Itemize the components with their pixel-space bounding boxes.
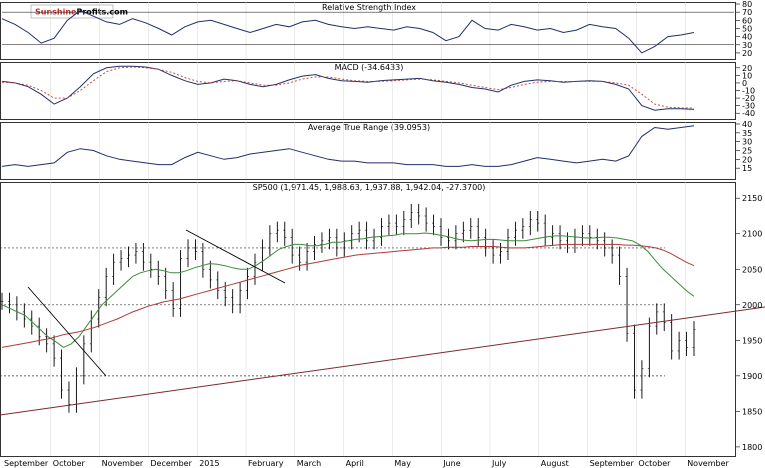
atr-title: Average True Range (39.0953) (308, 123, 430, 132)
y-tick-label: 20 (742, 64, 752, 73)
y-tick-label: 1950 (742, 336, 762, 345)
month-label: May (394, 459, 411, 468)
indicator-series-1-0 (1, 65, 695, 111)
y-tick-label: -30 (742, 102, 755, 111)
y-tick-label: 40 (742, 33, 752, 42)
y-tick-label: 20 (742, 49, 752, 58)
y-tick-label: 2150 (742, 194, 762, 203)
month-label: November (687, 459, 729, 468)
y-tick-label: 2000 (742, 301, 762, 310)
price-panel (0, 182, 736, 457)
month-label: September (590, 459, 635, 468)
y-tick-label: 30 (742, 138, 752, 147)
y-tick-label: 30 (742, 41, 752, 50)
indicator-series-2-0 (1, 125, 695, 167)
y-tick-label: 60 (742, 16, 752, 25)
atr-panel (0, 122, 736, 180)
month-label: March (297, 459, 321, 468)
macd-panel (0, 62, 736, 120)
month-label: June (442, 459, 461, 468)
y-tick-label: 0 (742, 79, 747, 88)
y-tick-label: -10 (742, 87, 755, 96)
y-tick-label: 20 (742, 155, 752, 164)
month-label: August (541, 459, 569, 468)
moving-average-50 (1, 232, 695, 348)
month-label: December (150, 459, 192, 468)
downtrend-line-oct (27, 286, 107, 377)
month-label: 2015 (199, 459, 219, 468)
month-label: April (346, 459, 364, 468)
y-tick-label: 35 (742, 129, 752, 138)
long-term-trend-line (0, 306, 765, 416)
y-tick-label: 15 (742, 164, 752, 173)
month-label: July (491, 459, 507, 468)
y-tick-label: 25 (742, 147, 752, 156)
y-tick-label: 1850 (742, 407, 762, 416)
month-label: November (102, 459, 144, 468)
indicator-series-1-1 (1, 66, 694, 109)
y-tick-label: 10 (742, 71, 752, 80)
y-tick-label: 50 (742, 24, 752, 33)
y-tick-label: 1800 (742, 443, 762, 452)
y-tick-label: 1900 (742, 372, 762, 381)
y-tick-label: 40 (742, 120, 752, 129)
y-tick-label: -40 (742, 109, 755, 118)
y-tick-label: 2100 (742, 230, 762, 239)
macd-title: MACD (-34.6433) (335, 63, 404, 72)
indicator-series-0-0 (1, 9, 695, 54)
rsi-panel (0, 2, 736, 60)
y-tick-label: 70 (742, 8, 752, 17)
rsi-title: Relative Strength Index (322, 3, 416, 12)
month-label: February (248, 459, 284, 468)
y-tick-label: 2050 (742, 265, 762, 274)
price-title: SP500 (1,971.45, 1,988.63, 1,937.88, 1,9… (253, 183, 486, 192)
moving-average-200 (1, 243, 695, 348)
month-label: September (4, 459, 49, 468)
downtrend-line-dec (185, 229, 286, 284)
month-label: October (53, 459, 86, 468)
y-tick-label: 80 (742, 0, 752, 9)
y-tick-label: -20 (742, 94, 755, 103)
month-label: October (638, 459, 671, 468)
